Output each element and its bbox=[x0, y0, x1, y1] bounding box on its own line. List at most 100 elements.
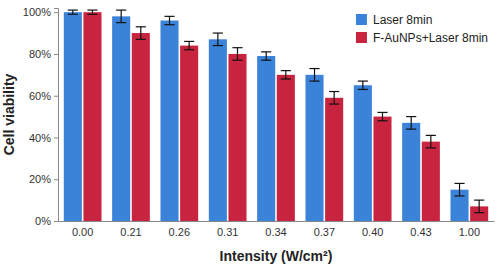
legend-swatch bbox=[356, 32, 367, 43]
error-bar-stem bbox=[169, 16, 170, 24]
error-bar-cap bbox=[213, 32, 223, 33]
x-tick-label: 1.00 bbox=[459, 226, 480, 238]
error-bar-cap bbox=[116, 9, 126, 10]
x-tick-label: 0.43 bbox=[410, 226, 431, 238]
error-bar-cap bbox=[68, 9, 78, 10]
x-tick-label: 0.34 bbox=[265, 226, 286, 238]
x-tick-label: 0.21 bbox=[120, 226, 141, 238]
x-tick: 0.21 bbox=[120, 226, 141, 238]
y-tick: 40% bbox=[29, 131, 58, 143]
error-bar-stem bbox=[217, 33, 218, 46]
error-bar bbox=[377, 112, 387, 120]
error-bar bbox=[329, 92, 339, 105]
error-bar-cap bbox=[358, 89, 368, 90]
error-bar-stem bbox=[285, 71, 286, 79]
error-bar-cap bbox=[136, 39, 146, 40]
bar bbox=[83, 12, 101, 221]
legend-label: F-AuNPs+Laser 8min bbox=[373, 31, 488, 45]
error-bar bbox=[281, 71, 291, 79]
x-tick: 1.00 bbox=[459, 226, 480, 238]
legend-item: F-AuNPs+Laser 8min bbox=[356, 31, 488, 45]
error-bar-cap bbox=[281, 78, 291, 79]
bar bbox=[180, 46, 198, 221]
error-bar-cap bbox=[184, 49, 194, 50]
y-tick: 20% bbox=[29, 173, 58, 185]
y-tick-mark bbox=[54, 54, 58, 55]
x-axis-title: Intensity (W/cm²) bbox=[220, 248, 333, 264]
legend-swatch bbox=[356, 14, 367, 25]
error-bar bbox=[68, 10, 78, 14]
bar bbox=[277, 75, 295, 221]
bar bbox=[402, 123, 420, 221]
error-bar-stem bbox=[362, 81, 363, 89]
error-bar-cap bbox=[426, 135, 436, 136]
x-tick: 0.40 bbox=[362, 226, 383, 238]
x-tick: 0.34 bbox=[265, 226, 286, 238]
error-bar-stem bbox=[382, 112, 383, 120]
y-tick-label: 40% bbox=[29, 131, 51, 143]
y-tick-label: 20% bbox=[29, 173, 51, 185]
error-bar-cap bbox=[164, 24, 174, 25]
error-bar-cap bbox=[213, 45, 223, 46]
y-tick-mark bbox=[54, 179, 58, 180]
error-bar-cap bbox=[184, 41, 194, 42]
legend: Laser 8min F-AuNPs+Laser 8min bbox=[356, 13, 488, 45]
y-tick: 100% bbox=[23, 6, 58, 18]
error-bar-cap bbox=[426, 147, 436, 148]
error-bar-cap bbox=[454, 183, 464, 184]
bar bbox=[373, 117, 391, 221]
error-bar-cap bbox=[87, 9, 97, 10]
error-bar bbox=[358, 81, 368, 89]
error-bar bbox=[261, 52, 271, 60]
error-bar-cap bbox=[377, 112, 387, 113]
error-bar-stem bbox=[314, 69, 315, 82]
error-bar-cap bbox=[309, 68, 319, 69]
error-bar-stem bbox=[189, 41, 190, 49]
error-bar-stem bbox=[266, 52, 267, 60]
error-bar bbox=[87, 10, 97, 14]
y-tick: 80% bbox=[29, 48, 58, 60]
legend-item: Laser 8min bbox=[356, 13, 432, 27]
x-tick-label: 0.37 bbox=[314, 226, 335, 238]
error-bar-cap bbox=[261, 60, 271, 61]
y-tick-mark bbox=[54, 221, 58, 222]
error-bar-stem bbox=[72, 10, 73, 14]
error-bar-cap bbox=[377, 120, 387, 121]
x-tick-label: 0.26 bbox=[169, 226, 190, 238]
error-bar bbox=[164, 16, 174, 24]
y-axis-title: Cell viability bbox=[1, 73, 17, 155]
x-tick: 0.00 bbox=[72, 226, 93, 238]
error-bar bbox=[213, 33, 223, 46]
error-bar-cap bbox=[474, 200, 484, 201]
x-tick: 0.43 bbox=[410, 226, 431, 238]
error-bar-cap bbox=[358, 80, 368, 81]
bar bbox=[325, 98, 343, 221]
error-bar-stem bbox=[92, 10, 93, 14]
y-tick: 60% bbox=[29, 90, 58, 102]
error-bar bbox=[406, 117, 416, 130]
series bbox=[83, 10, 488, 221]
bar bbox=[422, 142, 440, 221]
error-bar-stem bbox=[479, 200, 480, 213]
x-axis-line bbox=[59, 221, 495, 222]
error-bar-cap bbox=[164, 16, 174, 17]
error-bar bbox=[474, 200, 484, 213]
x-tick: 0.31 bbox=[217, 226, 238, 238]
error-bar-cap bbox=[329, 103, 339, 104]
y-tick-mark bbox=[54, 96, 58, 97]
error-bar-cap bbox=[116, 22, 126, 23]
error-bar-stem bbox=[430, 135, 431, 148]
bar bbox=[305, 75, 323, 221]
error-bar-cap bbox=[406, 129, 416, 130]
error-bar-cap bbox=[68, 14, 78, 15]
y-axis-line bbox=[54, 9, 59, 222]
y-tick-label: 0% bbox=[35, 215, 51, 227]
bar bbox=[64, 12, 82, 221]
chart: 0%20%40%60%80%100%0.000.210.260.310.340.… bbox=[0, 0, 500, 269]
y-tick-label: 80% bbox=[29, 48, 51, 60]
legend-label: Laser 8min bbox=[373, 13, 432, 27]
y-tick: 0% bbox=[35, 215, 58, 227]
plot-area: 0%20%40%60%80%100%0.000.210.260.310.340.… bbox=[23, 6, 495, 238]
error-bar-cap bbox=[309, 80, 319, 81]
x-axis: 0.00 0.21 0.26 0.31 0.34 0.37 0.40 0.43 1.00 bbox=[59, 222, 495, 238]
